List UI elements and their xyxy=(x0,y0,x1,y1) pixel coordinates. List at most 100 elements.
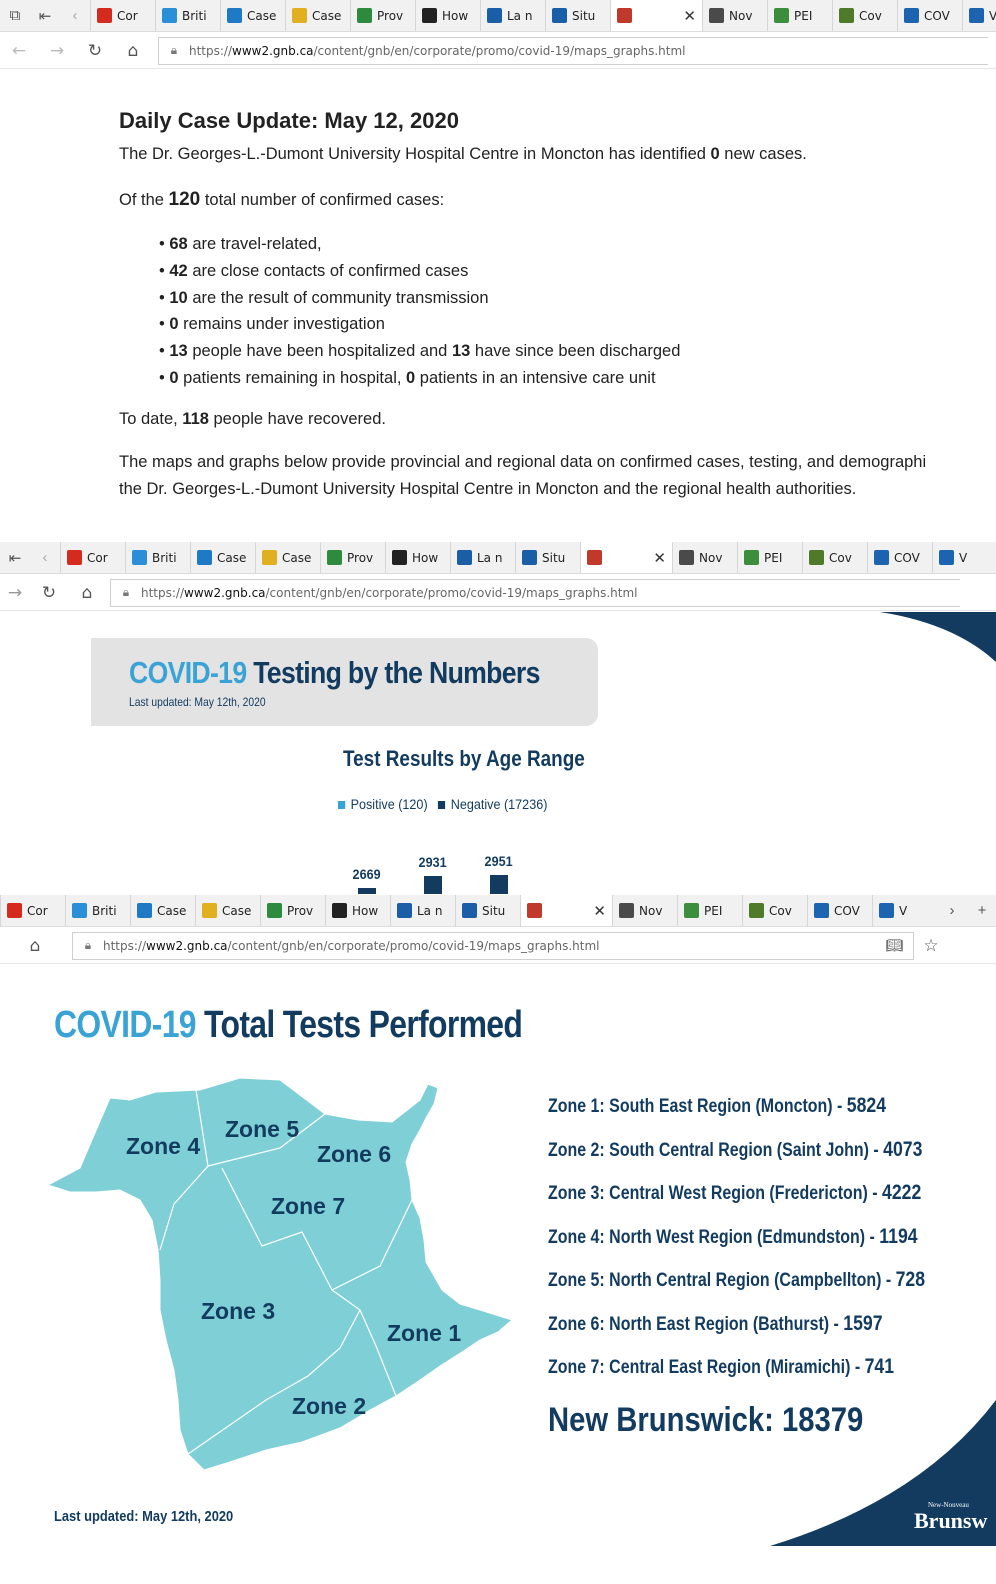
browser-tab[interactable]: Briti xyxy=(65,895,130,926)
url-field[interactable]: 🔒︎ https://www2.gnb.ca/content/gnb/en/co… xyxy=(72,931,914,960)
home-icon[interactable]: ⌂ xyxy=(81,582,93,603)
url-path: /content/gnb/en/corporate/promo/covid-19… xyxy=(313,43,686,58)
url-field[interactable]: 🔒︎ https://www2.gnb.ca/content/gnb/en/co… xyxy=(158,36,988,65)
browser-tab[interactable]: Case xyxy=(195,895,260,926)
scroll-tabs-left-icon[interactable]: ‹ xyxy=(72,7,78,24)
ns-icon xyxy=(679,550,694,565)
legend-swatch-positive xyxy=(338,801,346,810)
total-tests-title: COVID-19 Total Tests Performed xyxy=(54,1004,523,1047)
tab-label: Briti xyxy=(92,903,117,918)
list-item: • 0 remains under investigation xyxy=(159,315,385,334)
browser-tab[interactable]: ✕ xyxy=(610,0,702,31)
corner-swoosh xyxy=(770,1400,996,1546)
browser-tab[interactable]: Prov xyxy=(320,542,385,573)
browser-tab[interactable]: Cor xyxy=(60,542,125,573)
refresh-icon[interactable]: ↻ xyxy=(87,40,103,61)
browser-tab[interactable]: Briti xyxy=(125,542,190,573)
back-icon[interactable]: ← xyxy=(11,40,27,61)
tab-label: V xyxy=(899,903,908,918)
set-aside-tabs-icon[interactable]: ⇤ xyxy=(8,549,22,567)
url-path: /content/gnb/en/corporate/promo/covid-19… xyxy=(227,938,600,953)
title-accent: COVID-19 xyxy=(54,1004,197,1046)
chart-legend: Positive (120) Negative (17236) xyxy=(338,796,547,812)
tab-label: Case xyxy=(222,903,252,918)
url-field[interactable]: 🔒︎ https://www2.gnb.ca/content/gnb/en/co… xyxy=(110,578,960,607)
tab-label: La n xyxy=(507,8,533,23)
total-tests-updated: Last updated: May 12th, 2020 xyxy=(54,1508,234,1525)
browser-tab[interactable]: La n xyxy=(450,542,515,573)
zone-value: 728 xyxy=(895,1268,926,1291)
scroll-tabs-left-icon[interactable]: ‹ xyxy=(42,549,48,566)
refresh-icon[interactable]: ↻ xyxy=(41,582,57,603)
browser-tab[interactable]: Situ xyxy=(515,542,580,573)
browser-tab[interactable]: Situ xyxy=(545,0,610,31)
bar-icon xyxy=(327,550,342,565)
case-update-article: Daily Case Update: May 12, 2020 The Dr. … xyxy=(119,104,996,520)
browser-tab[interactable]: V xyxy=(962,0,996,31)
new-tab-icon[interactable]: + xyxy=(977,902,987,919)
reading-view-icon[interactable]: 📖︎ xyxy=(885,937,903,954)
legend-positive: Positive (120) xyxy=(350,796,428,812)
browser-tab[interactable]: COV xyxy=(867,542,932,573)
tab-actions-icon[interactable]: ⧉ xyxy=(9,7,21,24)
close-tab-icon[interactable]: ✕ xyxy=(593,901,606,920)
browser-tab[interactable]: How xyxy=(385,542,450,573)
browser-tab[interactable]: Nov xyxy=(612,895,677,926)
tab-label: Cov xyxy=(859,8,882,23)
browser-tab[interactable]: Cov xyxy=(832,0,897,31)
browser-tab[interactable]: Case xyxy=(255,542,320,573)
browser-tab[interactable]: Case xyxy=(190,542,255,573)
browser-tab[interactable]: Cov xyxy=(742,895,807,926)
map-zone-5: Zone 5 xyxy=(225,1116,299,1142)
browser-tab[interactable]: Prov xyxy=(350,0,415,31)
close-tab-icon[interactable]: ✕ xyxy=(653,548,666,567)
browser-tab[interactable]: ✕ xyxy=(580,542,672,573)
browser-tab[interactable]: La n xyxy=(390,895,455,926)
home-icon[interactable]: ⌂ xyxy=(127,40,139,61)
browser-tab[interactable]: Case xyxy=(285,0,350,31)
browser-tab[interactable]: V xyxy=(932,542,996,573)
tab-label: PEI xyxy=(704,903,723,918)
gnb-icon xyxy=(617,8,632,23)
browser-tab[interactable]: Case xyxy=(130,895,195,926)
browser-tab[interactable]: Nov xyxy=(702,0,767,31)
home-icon[interactable]: ⌂ xyxy=(29,935,41,956)
count: 13 xyxy=(169,342,188,361)
zone-label: Zone 2: South Central Region (Saint John… xyxy=(548,1139,884,1161)
tab-label: Cor xyxy=(87,550,108,565)
negative-bar xyxy=(358,887,376,894)
browser-tab[interactable]: How xyxy=(325,895,390,926)
browser-tab[interactable]: Cor xyxy=(90,0,155,31)
browser-tab[interactable]: La n xyxy=(480,0,545,31)
bar-value-label: 2931 xyxy=(418,854,447,871)
forward-icon[interactable]: → xyxy=(7,582,23,603)
favorite-star-icon[interactable]: ☆ xyxy=(923,935,939,956)
browser-tab[interactable]: Cov xyxy=(802,542,867,573)
browser-tab[interactable]: PEI xyxy=(767,0,832,31)
browser-tab[interactable]: COV xyxy=(807,895,872,926)
zone-row: Zone 2: South Central Region (Saint John… xyxy=(548,1138,922,1182)
browser-tab[interactable]: V xyxy=(872,895,937,926)
browser-tab[interactable]: Prov xyxy=(260,895,325,926)
browser-tab[interactable]: How xyxy=(415,0,480,31)
text: The Dr. Georges-L.-Dumont University Hos… xyxy=(119,145,711,164)
browser-tab[interactable]: PEI xyxy=(737,542,802,573)
browser-tab[interactable]: Case xyxy=(220,0,285,31)
zone-label: Zone 7: Central East Region (Miramichi) … xyxy=(548,1357,865,1378)
browser-tab[interactable]: Cor xyxy=(0,895,65,926)
browser-tab[interactable]: Nov xyxy=(672,542,737,573)
count: 68 xyxy=(169,235,188,254)
chart-icon xyxy=(197,550,212,565)
set-aside-tabs-icon[interactable]: ⇤ xyxy=(38,7,52,25)
scroll-tabs-right-icon[interactable]: › xyxy=(949,902,955,919)
browser-tab[interactable]: PEI xyxy=(677,895,742,926)
browser-tab[interactable]: Situ xyxy=(455,895,520,926)
forward-icon[interactable]: → xyxy=(49,40,65,61)
tab-label: COV xyxy=(834,903,860,918)
close-tab-icon[interactable]: ✕ xyxy=(683,6,696,25)
browser-tab[interactable]: ✕ xyxy=(520,895,612,926)
browser-tab[interactable]: COV xyxy=(897,0,962,31)
browser-tab[interactable]: Briti xyxy=(155,0,220,31)
url-path: /content/gnb/en/corporate/promo/covid-19… xyxy=(265,585,638,600)
tab-label: PEI xyxy=(764,550,783,565)
